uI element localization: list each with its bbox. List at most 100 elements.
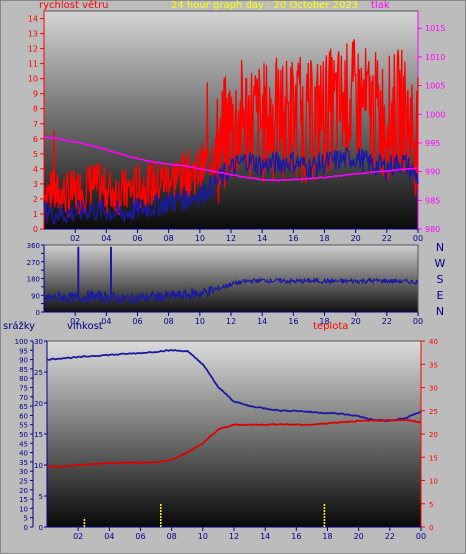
humidity-axis-tick-label: 20 (34, 400, 43, 408)
wind-axis-tick-label: 5 (33, 150, 38, 159)
humidity-axis-tick-label: 0 (39, 524, 43, 532)
rain-axis-tick-label: 55 (19, 422, 28, 430)
direction-x-tick-label: 18 (319, 317, 329, 326)
temperature-axis-tick-label: 25 (429, 408, 438, 416)
rain-axis-tick-label: 50 (19, 431, 28, 439)
rain-axis-tick-label: 10 (19, 505, 28, 513)
chart-title: 24 hour graph day : 20 October 2023 (171, 0, 359, 11)
rain-axis-tick-label: 85 (19, 366, 28, 374)
direction-plot-area (43, 244, 419, 313)
rain-axis-tick-label: 95 (19, 347, 28, 355)
humidity-series (46, 349, 422, 423)
pressure-axis-tick-label: 995 (425, 139, 440, 148)
humidity-plot-area (46, 340, 422, 528)
wind-axis-tick-label: 10 (28, 75, 38, 84)
pressure-axis-tick-label: 980 (425, 225, 440, 234)
wind-x-tick-label: 16 (288, 234, 298, 243)
wind-axis-tick-label: 8 (33, 105, 38, 114)
pressure-axis-tick-label: 985 (425, 196, 440, 205)
direction-x-tick-label: 20 (351, 317, 361, 326)
humidity-x-tick-label: 08 (167, 532, 177, 541)
direction-axis-tick-label: 270 (27, 259, 40, 267)
rain-axis-tick-label: 35 (19, 459, 28, 467)
wind-axis-tick-label: 13 (28, 30, 38, 39)
compass-label: N (436, 241, 444, 254)
humidity-axis-label: vlhkost (67, 321, 103, 332)
temperature-series (46, 418, 422, 468)
rain-axis-label: srážky (3, 321, 36, 332)
rain-axis-tick-label: 20 (19, 487, 28, 495)
humidity-axis-tick-label: 10 (34, 462, 43, 470)
pressure-axis-label: tlak (371, 0, 390, 11)
wind-axis-tick-label: 6 (33, 135, 38, 144)
temperature-axis-tick-label: 40 (429, 338, 438, 346)
wind-x-tick-label: 02 (70, 234, 80, 243)
wind-x-tick-label: 06 (132, 234, 142, 243)
pressure-axis-tick-label: 1010 (425, 53, 445, 62)
direction-x-tick-label: 08 (164, 317, 174, 326)
rain-axis-tick-label: 25 (19, 478, 28, 486)
compass-label: S (437, 273, 444, 286)
humidity-x-tick-label: 18 (322, 532, 332, 541)
wind-x-tick-label: 18 (319, 234, 329, 243)
humidity-x-tick-label: 14 (260, 532, 270, 541)
humidity-axis-tick-label: 15 (34, 431, 43, 439)
wind-x-tick-label: 00 (413, 234, 423, 243)
rain-axis-tick-label: 5 (24, 515, 28, 523)
pressure-axis-tick-label: 1015 (425, 24, 445, 33)
wind-x-tick-label: 04 (101, 234, 111, 243)
pressure-series (43, 136, 419, 182)
compass-label: W (435, 257, 446, 270)
wind-x-tick-label: 22 (382, 234, 392, 243)
wind-axis-tick-label: 2 (33, 195, 38, 204)
pressure-axis-tick-label: 990 (425, 168, 440, 177)
rain-axis-tick-label: 90 (19, 357, 28, 365)
humidity-x-tick-label: 20 (354, 532, 364, 541)
wind-axis-tick-label: 4 (33, 165, 38, 174)
temperature-axis-tick-label: 30 (429, 385, 438, 393)
wind-axis-tick-label: 1 (33, 210, 38, 219)
wind-average-series (43, 147, 419, 225)
rain-axis-tick-label: 100 (15, 338, 28, 346)
rain-axis-tick-label: 15 (19, 496, 28, 504)
direction-x-tick-label: 06 (132, 317, 142, 326)
rain-axis-tick-label: 65 (19, 403, 28, 411)
temperature-axis-tick-label: 10 (429, 478, 438, 486)
direction-x-tick-label: 14 (257, 317, 267, 326)
wind-x-tick-label: 20 (351, 234, 361, 243)
humidity-x-tick-label: 04 (104, 532, 114, 541)
direction-axis-tick-label: 360 (27, 242, 40, 250)
humidity-axis-tick-label: 5 (39, 493, 43, 501)
temperature-axis-tick-label: 20 (429, 431, 438, 439)
humidity-x-tick-label: 00 (416, 532, 426, 541)
temperature-axis-tick-label: 35 (429, 361, 438, 369)
direction-series (43, 276, 419, 305)
wind-axis-tick-label: 7 (33, 120, 38, 129)
rain-axis-tick-label: 30 (19, 468, 28, 476)
direction-axis-tick-label: 180 (27, 276, 40, 284)
wind-gust-series (43, 39, 419, 218)
direction-x-tick-label: 22 (382, 317, 392, 326)
humidity-x-tick-label: 22 (385, 532, 395, 541)
direction-x-tick-label: 16 (288, 317, 298, 326)
wind-axis-tick-label: 3 (33, 180, 38, 189)
wind-axis-tick-label: 14 (28, 15, 38, 24)
compass-label: N (436, 305, 444, 318)
compass-label: E (437, 289, 444, 302)
rain-axis-tick-label: 0 (24, 524, 28, 532)
direction-axis-tick-label: 90 (31, 292, 40, 300)
temperature-axis-tick-label: 15 (429, 454, 438, 462)
temperature-axis-tick-label: 0 (429, 524, 433, 532)
wind-x-tick-label: 08 (164, 234, 174, 243)
rain-axis-tick-label: 75 (19, 385, 28, 393)
humidity-x-tick-label: 16 (291, 532, 301, 541)
direction-x-tick-label: 12 (226, 317, 236, 326)
humidity-x-tick-label: 06 (135, 532, 145, 541)
humidity-x-tick-label: 02 (73, 532, 83, 541)
rain-axis-tick-label: 45 (19, 440, 28, 448)
direction-axis-tick-label: 0 (36, 309, 40, 317)
temperature-axis-label: teplota (313, 321, 349, 332)
humidity-axis-tick-label: 30 (34, 338, 43, 346)
direction-x-tick-label: 02 (70, 317, 80, 326)
